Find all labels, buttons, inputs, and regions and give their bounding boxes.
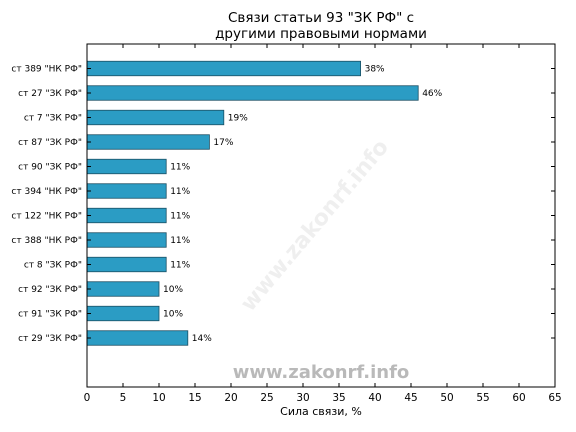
x-axis-title: Сила связи, % xyxy=(280,405,362,418)
bar xyxy=(86,158,167,175)
bar xyxy=(86,281,160,297)
x-tick-label: 30 xyxy=(296,392,309,404)
data-label: 46% xyxy=(422,89,442,99)
x-tick-label: 0 xyxy=(84,392,91,404)
data-label: 11% xyxy=(170,261,190,271)
x-tick-label: 35 xyxy=(332,392,345,404)
bar xyxy=(86,60,362,77)
category-label: ст 87 "ЗК РФ" xyxy=(18,138,82,148)
bar xyxy=(86,232,167,248)
diagonal-watermark: www.zakonrf.info xyxy=(236,135,394,316)
bar xyxy=(86,305,160,322)
x-tick-label: 25 xyxy=(260,392,273,404)
x-axis-ticks: 0 5 10 15 20 25 30 35 40 45 50 55 60 65 xyxy=(84,44,562,404)
data-label: 38% xyxy=(365,65,385,75)
data-label: 11% xyxy=(170,236,190,246)
category-label: ст 90 "ЗК РФ" xyxy=(18,163,82,173)
x-tick-label: 15 xyxy=(188,392,201,404)
chart-title-line-2: другими правовыми нормами xyxy=(215,26,427,42)
category-label: ст 91 "ЗК РФ" xyxy=(18,310,82,320)
category-label: ст 27 "ЗК РФ" xyxy=(18,89,82,99)
category-label: ст 29 "ЗК РФ" xyxy=(18,334,82,344)
category-label: ст 388 "НК РФ" xyxy=(11,236,82,246)
data-label: 11% xyxy=(170,212,190,222)
bar xyxy=(86,256,167,273)
x-tick-label: 55 xyxy=(476,392,489,404)
category-label: ст 92 "ЗК РФ" xyxy=(18,285,82,295)
x-tick-label: 65 xyxy=(548,392,561,404)
category-label: ст 8 "ЗК РФ" xyxy=(24,261,82,271)
data-label: 10% xyxy=(163,285,183,295)
data-label: 17% xyxy=(213,138,233,148)
bar xyxy=(86,134,210,150)
category-label: ст 389 "НК РФ" xyxy=(11,65,82,75)
bar xyxy=(86,207,167,224)
bottom-watermark: www.zakonrf.info xyxy=(233,362,410,383)
data-label: 11% xyxy=(170,187,190,197)
x-tick-label: 5 xyxy=(120,392,127,404)
x-tick-label: 40 xyxy=(368,392,381,404)
plot-frame xyxy=(86,43,556,388)
data-label: 14% xyxy=(192,334,212,344)
data-label: 10% xyxy=(163,310,183,320)
x-tick-label: 45 xyxy=(404,392,417,404)
data-label: 19% xyxy=(228,114,248,124)
category-label: ст 122 "НК РФ" xyxy=(11,212,82,222)
bar xyxy=(86,109,225,126)
bar xyxy=(86,330,189,346)
data-labels: 38% 46% 19% 17% 11% 11% 11% 11% 11% 10% 10% 14% xyxy=(163,65,443,345)
x-tick-label: 20 xyxy=(224,392,237,404)
chart-title-line-1: Связи статьи 93 "ЗК РФ" с xyxy=(228,10,414,26)
category-label: ст 394 "НК РФ" xyxy=(11,187,82,197)
bar xyxy=(86,183,167,199)
x-tick-label: 50 xyxy=(440,392,453,404)
x-tick-label: 60 xyxy=(512,392,525,404)
category-label: ст 7 "ЗК РФ" xyxy=(24,114,82,124)
data-label: 11% xyxy=(170,163,190,173)
bars-group xyxy=(86,60,555,346)
x-tick-label: 10 xyxy=(152,392,165,404)
category-labels: ст 389 "НК РФ" ст 27 "ЗК РФ" ст 7 "ЗК РФ" с… xyxy=(11,65,82,345)
bar xyxy=(86,85,419,101)
